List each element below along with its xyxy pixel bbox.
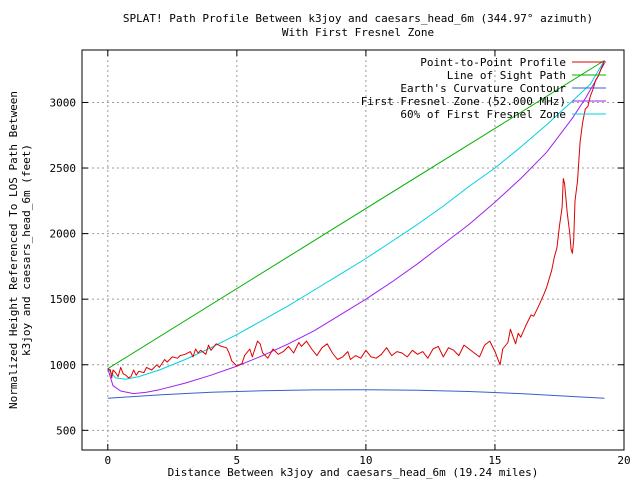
legend-label-2: Earth's Curvature Contour bbox=[400, 82, 566, 95]
legend-label-3: First Fresnel Zone (52.000 MHz) bbox=[361, 95, 566, 108]
series-line-2 bbox=[107, 389, 605, 399]
y-axis-label-line1: Normalized Height Referenced To LOS Path… bbox=[7, 91, 20, 409]
x-tick-label: 10 bbox=[359, 454, 372, 467]
y-tick-label: 1500 bbox=[50, 293, 77, 306]
y-tick-label: 3000 bbox=[50, 96, 77, 109]
x-axis-label: Distance Between k3joy and caesars_head_… bbox=[168, 466, 539, 479]
legend-label-4: 60% of First Fresnel Zone bbox=[400, 108, 566, 121]
series-line-0 bbox=[107, 62, 605, 379]
y-tick-label: 2000 bbox=[50, 228, 77, 241]
y-tick-label: 500 bbox=[56, 424, 76, 437]
series-line-1 bbox=[107, 60, 605, 370]
chart-title: SPLAT! Path Profile Between k3joy and ca… bbox=[123, 12, 593, 25]
series-line-4 bbox=[107, 60, 605, 380]
series-line-3 bbox=[107, 60, 605, 395]
chart-subtitle: With First Fresnel Zone bbox=[282, 26, 434, 39]
legend-label-1: Line of Sight Path bbox=[447, 69, 566, 82]
y-tick-label: 2500 bbox=[50, 162, 77, 175]
series-group bbox=[107, 60, 605, 399]
x-tick-label: 0 bbox=[104, 454, 111, 467]
y-tick-label: 1000 bbox=[50, 359, 77, 372]
x-tick-label: 20 bbox=[617, 454, 630, 467]
x-tick-label: 5 bbox=[234, 454, 241, 467]
y-axis-label-line2: k3joy and caesars_head_6m (feet) bbox=[20, 144, 33, 356]
legend-label-0: Point-to-Point Profile bbox=[420, 56, 566, 69]
plot-frame bbox=[81, 49, 625, 451]
x-tick-label: 15 bbox=[488, 454, 501, 467]
